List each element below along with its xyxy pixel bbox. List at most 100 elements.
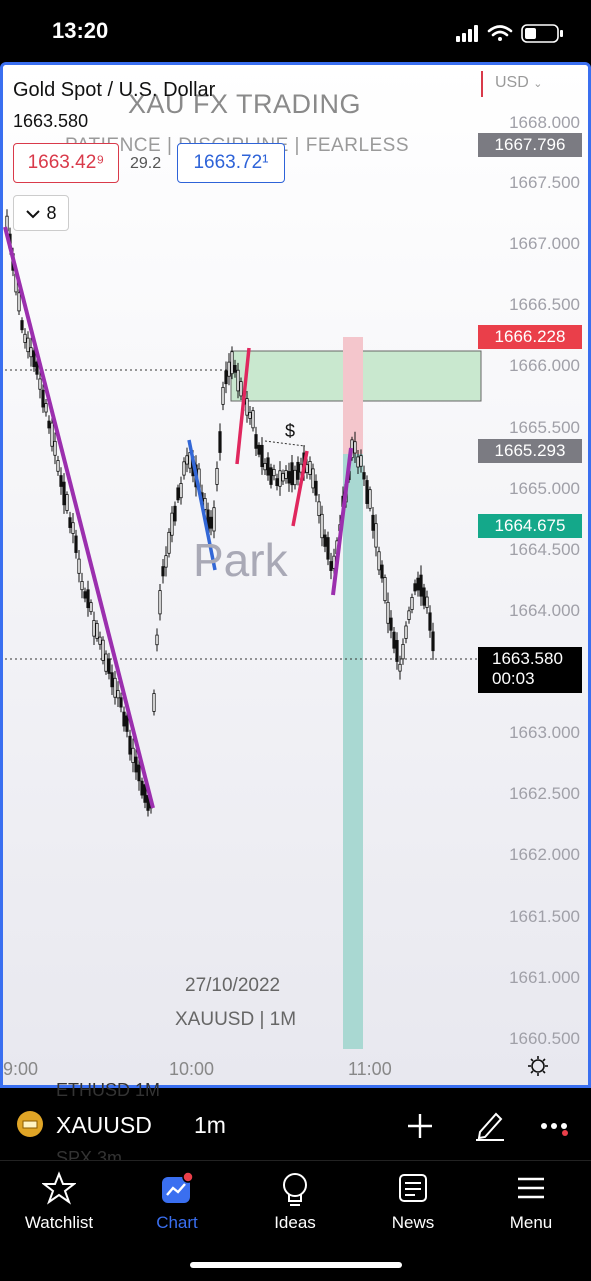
axis-label: 1664.500 [509, 540, 580, 559]
candles [5, 209, 435, 817]
candle-body [86, 589, 90, 609]
spread-value: 29.2 [130, 155, 162, 172]
star-icon [42, 1171, 76, 1205]
candle-body [101, 639, 105, 661]
candle-body [323, 534, 327, 547]
candle-body [266, 457, 270, 476]
candle-body [134, 756, 138, 773]
dollar-level-line [264, 440, 306, 447]
candle-body [425, 596, 429, 608]
candle-body [275, 478, 279, 487]
candle-body [227, 361, 231, 377]
candle-body [356, 456, 360, 468]
tab-label: News [391, 1213, 435, 1232]
candle-body [29, 347, 33, 358]
candle-body [413, 583, 417, 592]
candle-body [50, 422, 54, 447]
candle-body [398, 663, 402, 672]
symbol-title[interactable]: Gold Spot / U.S. Dollar [13, 79, 216, 101]
drawing-pen-icon[interactable] [474, 1108, 506, 1142]
candle-body [125, 715, 129, 732]
candle-body [314, 480, 318, 496]
interval-selector[interactable]: 1m [194, 1112, 226, 1138]
candle-body [56, 460, 60, 472]
time-label: 10:00 [169, 1059, 215, 1079]
tab-news[interactable]: News [363, 1171, 463, 1233]
tab-label: Chart [156, 1213, 198, 1232]
candle-body [269, 467, 273, 485]
currency-selector[interactable]: USD ⌄ [481, 71, 583, 97]
wifi-icon [487, 25, 513, 41]
candle-body [365, 480, 369, 504]
candle-body [47, 420, 51, 429]
candle-body [92, 620, 96, 637]
time-label: 9:00 [3, 1059, 39, 1079]
buy-button[interactable]: 1663.72¹ [177, 143, 285, 183]
candle-body [167, 531, 171, 554]
candle-body [176, 487, 180, 501]
candle-body [152, 693, 156, 712]
candle-body [128, 735, 132, 755]
tab-chart[interactable]: Chart [127, 1171, 227, 1233]
indicators-count: 8 [46, 203, 57, 223]
candle-body [362, 472, 366, 480]
price-tag-high: 1667.796 [478, 133, 582, 157]
candle-body [293, 469, 297, 486]
candle-body [386, 601, 390, 624]
tab-menu[interactable]: Menu [481, 1171, 581, 1233]
indicators-toggle[interactable]: 8 [13, 195, 69, 231]
axis-label: 1662.000 [509, 845, 580, 864]
candle-body [23, 333, 27, 343]
plus-icon[interactable] [406, 1112, 434, 1140]
candle-body [116, 690, 120, 699]
short-position-target [343, 454, 363, 1049]
candle-body [107, 658, 111, 674]
settings-gear-icon[interactable] [527, 1055, 549, 1077]
chart-background [3, 65, 588, 1085]
candle-body [140, 780, 144, 796]
candle-body [422, 587, 426, 606]
axis-label: 1666.500 [509, 295, 580, 314]
candle-body [368, 489, 372, 509]
candle-body [308, 461, 312, 475]
candle-body [53, 440, 57, 456]
lightbulb-icon [283, 1173, 307, 1206]
axis-label: 1666.000 [509, 356, 580, 375]
news-icon [399, 1174, 427, 1202]
status-bar: 13:20 [0, 0, 591, 62]
candle-body [374, 523, 378, 548]
gold-symbol-icon [17, 1111, 43, 1137]
short-position-stop [343, 337, 363, 454]
candle-body [287, 471, 291, 484]
more-options-icon[interactable] [540, 1120, 572, 1136]
candle-body [131, 747, 135, 763]
candle-body [428, 612, 432, 631]
price-tag-current: 1663.580 00:03 [478, 647, 582, 693]
candle-body [161, 566, 165, 577]
candle-body [257, 444, 261, 455]
candle-body [320, 513, 324, 539]
candle-body [20, 320, 24, 331]
tab-ideas[interactable]: Ideas [245, 1171, 345, 1233]
candle-body [17, 292, 21, 312]
candle-body [224, 370, 228, 385]
candle-body [155, 634, 159, 646]
tab-watchlist[interactable]: Watchlist [9, 1171, 109, 1233]
chart-panel[interactable]: $ XAU FX TRADING PATIENCE | DISCIPLINE |… [0, 62, 591, 1088]
candle-body [26, 337, 30, 353]
chevron-down-icon [25, 196, 41, 230]
watermark-title: XAU FX TRADING [128, 89, 362, 119]
candle-body [290, 462, 294, 486]
candle-body [410, 596, 414, 610]
candle-body [401, 644, 405, 660]
sell-button[interactable]: 1663.42⁹ [13, 143, 119, 183]
candle-body [383, 577, 387, 602]
candle-body [311, 468, 315, 489]
price-chart[interactable]: $ [3, 65, 588, 1085]
candle-body [35, 361, 39, 375]
axis-label: 1668.000 [509, 113, 580, 132]
axis-label: 1665.000 [509, 479, 580, 498]
candle-body [71, 522, 75, 534]
candle-body [359, 455, 363, 467]
symbol-selector[interactable]: XAUUSD [56, 1112, 152, 1138]
